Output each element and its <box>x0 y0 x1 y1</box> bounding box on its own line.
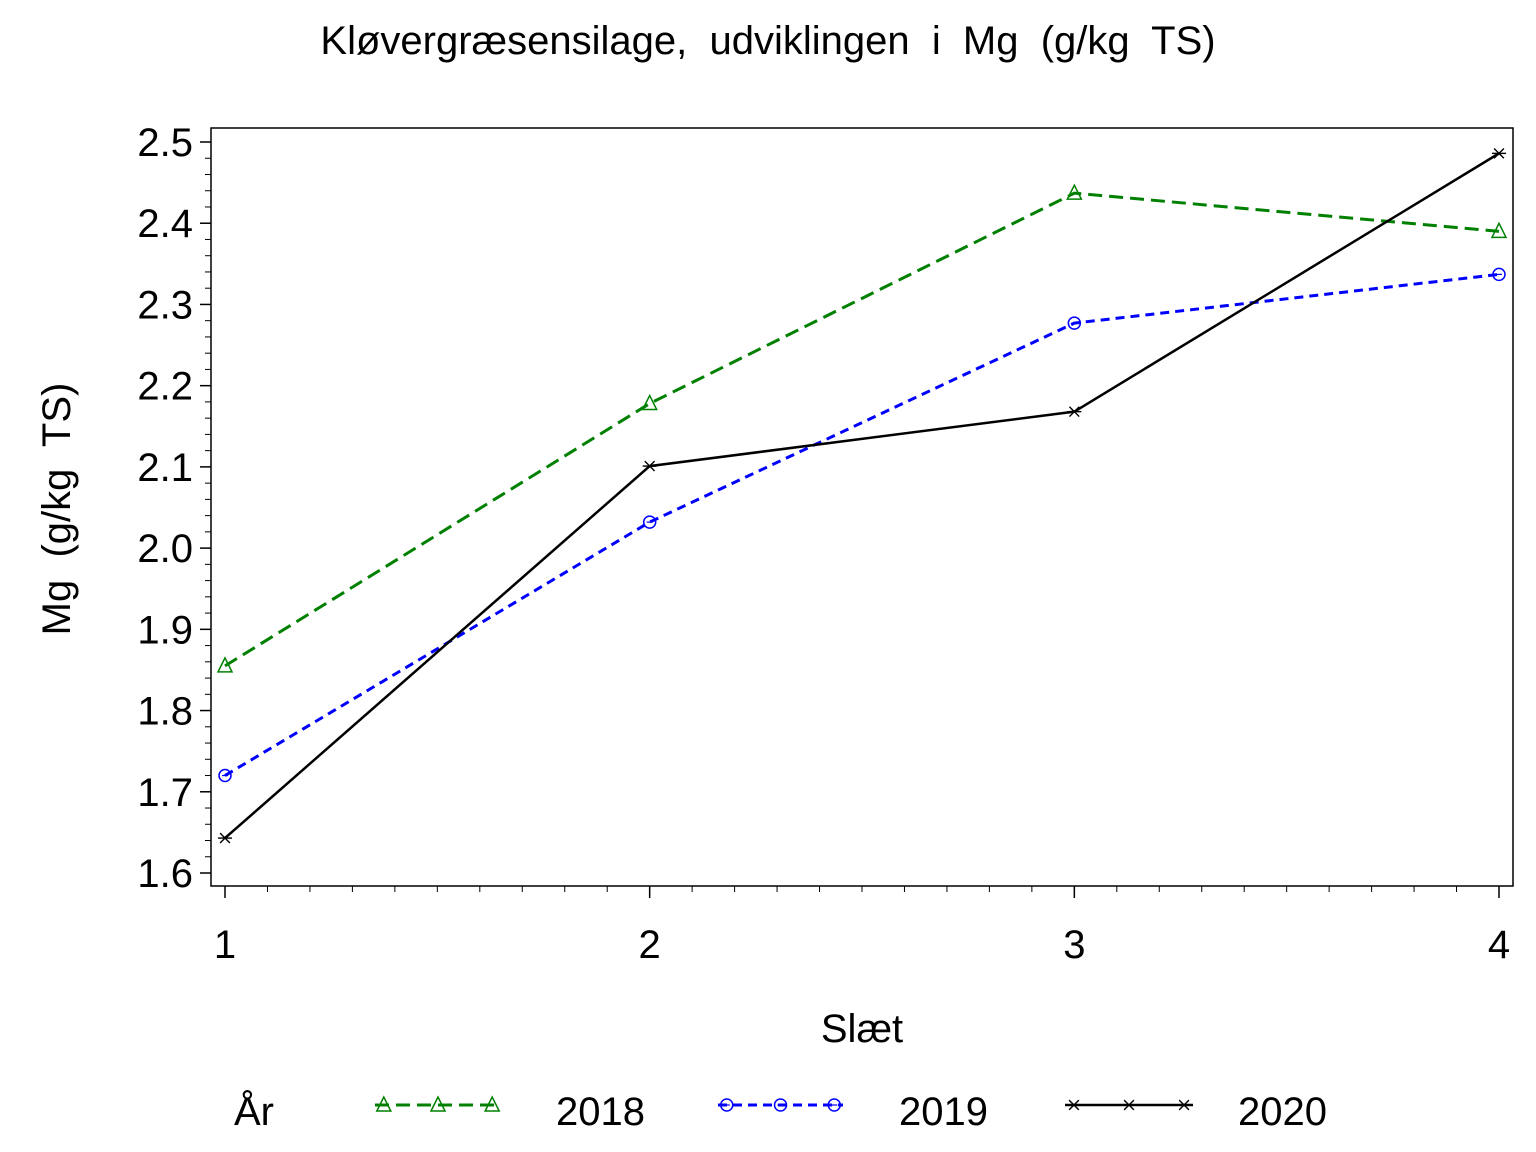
legend-entry-2019: 2019 <box>718 1090 988 1134</box>
triangle-icon <box>1490 221 1508 239</box>
y-tick-label: 1.7 <box>137 771 193 815</box>
y-axis-label: Mg (g/kg TS) <box>35 383 79 636</box>
x-tick-label: 1 <box>214 923 236 967</box>
x-tick-label: 2 <box>639 923 661 967</box>
legend-label: 2020 <box>1238 1090 1327 1134</box>
series-2018 <box>216 183 1508 673</box>
triangle-icon <box>1066 183 1083 200</box>
x-tick-label: 4 <box>1488 923 1510 967</box>
circle-icon <box>642 515 657 529</box>
y-tick-label: 2.2 <box>137 365 193 409</box>
y-tick-label: 2.5 <box>137 121 193 165</box>
series-layer <box>216 147 1508 844</box>
data-point <box>216 656 234 673</box>
star-icon <box>1492 147 1506 159</box>
y-tick-label: 2.3 <box>137 283 193 327</box>
star-stroke <box>1123 1099 1135 1111</box>
x-axis: 1 2 3 4 <box>214 886 1510 967</box>
star-stroke <box>1068 1099 1080 1111</box>
legend-label: 2018 <box>556 1090 645 1134</box>
circle-icon <box>827 1098 841 1112</box>
plot-frame <box>210 127 1514 887</box>
triangle-icon <box>429 1095 447 1112</box>
x-tick-label: 3 <box>1063 923 1085 967</box>
circle-icon <box>218 768 232 783</box>
data-point <box>1490 221 1508 239</box>
chart-title: Kløvergræsensilage, udviklingen i Mg (g/… <box>320 19 1215 63</box>
legend-label: 2019 <box>899 1090 988 1134</box>
series-line-2019 <box>224 272 1500 777</box>
triangle-icon <box>216 656 234 673</box>
marker-circle <box>720 1098 734 1112</box>
y-tick-label: 1.9 <box>137 608 193 652</box>
series-line-2020 <box>224 152 1500 840</box>
y-tick-label: 2.1 <box>137 446 193 490</box>
legend-entry-2018: 2018 <box>375 1090 645 1134</box>
legend-entry-2020: 2020 <box>1065 1090 1327 1134</box>
series-2019 <box>218 267 1506 783</box>
circle-icon <box>773 1098 788 1112</box>
marker-circle <box>773 1098 788 1112</box>
series-2020 <box>218 147 1506 844</box>
y-tick-label: 2.4 <box>137 202 193 246</box>
circle-icon <box>1492 267 1506 282</box>
data-point <box>1067 316 1082 330</box>
marker-circle <box>642 515 657 529</box>
star-icon <box>1122 1099 1136 1111</box>
data-point <box>1492 147 1506 159</box>
triangle-icon <box>375 1095 393 1112</box>
data-point <box>642 460 657 472</box>
star-stroke <box>219 832 231 844</box>
marker-circle <box>218 768 232 783</box>
star-stroke <box>1493 147 1505 159</box>
data-point <box>1066 183 1083 200</box>
marker-circle <box>827 1098 841 1112</box>
star-icon <box>642 460 657 472</box>
y-axis: 1.6 1.7 1.8 1.9 2.0 2.1 2.2 2.3 2.4 2.5 <box>137 121 211 896</box>
data-point <box>218 832 232 844</box>
star-stroke <box>1178 1099 1190 1111</box>
star-icon <box>1177 1099 1192 1111</box>
marker-circle <box>1067 316 1082 330</box>
y-tick-label: 1.8 <box>137 690 193 734</box>
series-line-2018 <box>224 191 1500 668</box>
triangle-icon <box>483 1095 501 1112</box>
triangle-icon <box>641 393 658 411</box>
star-icon <box>1066 1099 1081 1111</box>
circle-icon <box>720 1098 734 1112</box>
data-point <box>1067 406 1082 418</box>
y-tick-label: 1.6 <box>137 852 193 896</box>
data-point <box>642 515 657 529</box>
star-icon <box>218 832 232 844</box>
data-point <box>1492 267 1506 282</box>
legend: År 2018 2019 2020 <box>234 1089 1327 1134</box>
legend-title: År <box>234 1089 274 1134</box>
star-stroke <box>1068 406 1080 418</box>
data-point <box>641 393 658 411</box>
star-icon <box>1067 406 1082 418</box>
circle-icon <box>1067 316 1082 330</box>
x-axis-label: Slæt <box>821 1007 903 1051</box>
star-stroke <box>644 460 656 472</box>
marker-circle <box>1492 267 1506 282</box>
data-point <box>218 768 232 783</box>
y-tick-label: 2.0 <box>137 527 193 571</box>
